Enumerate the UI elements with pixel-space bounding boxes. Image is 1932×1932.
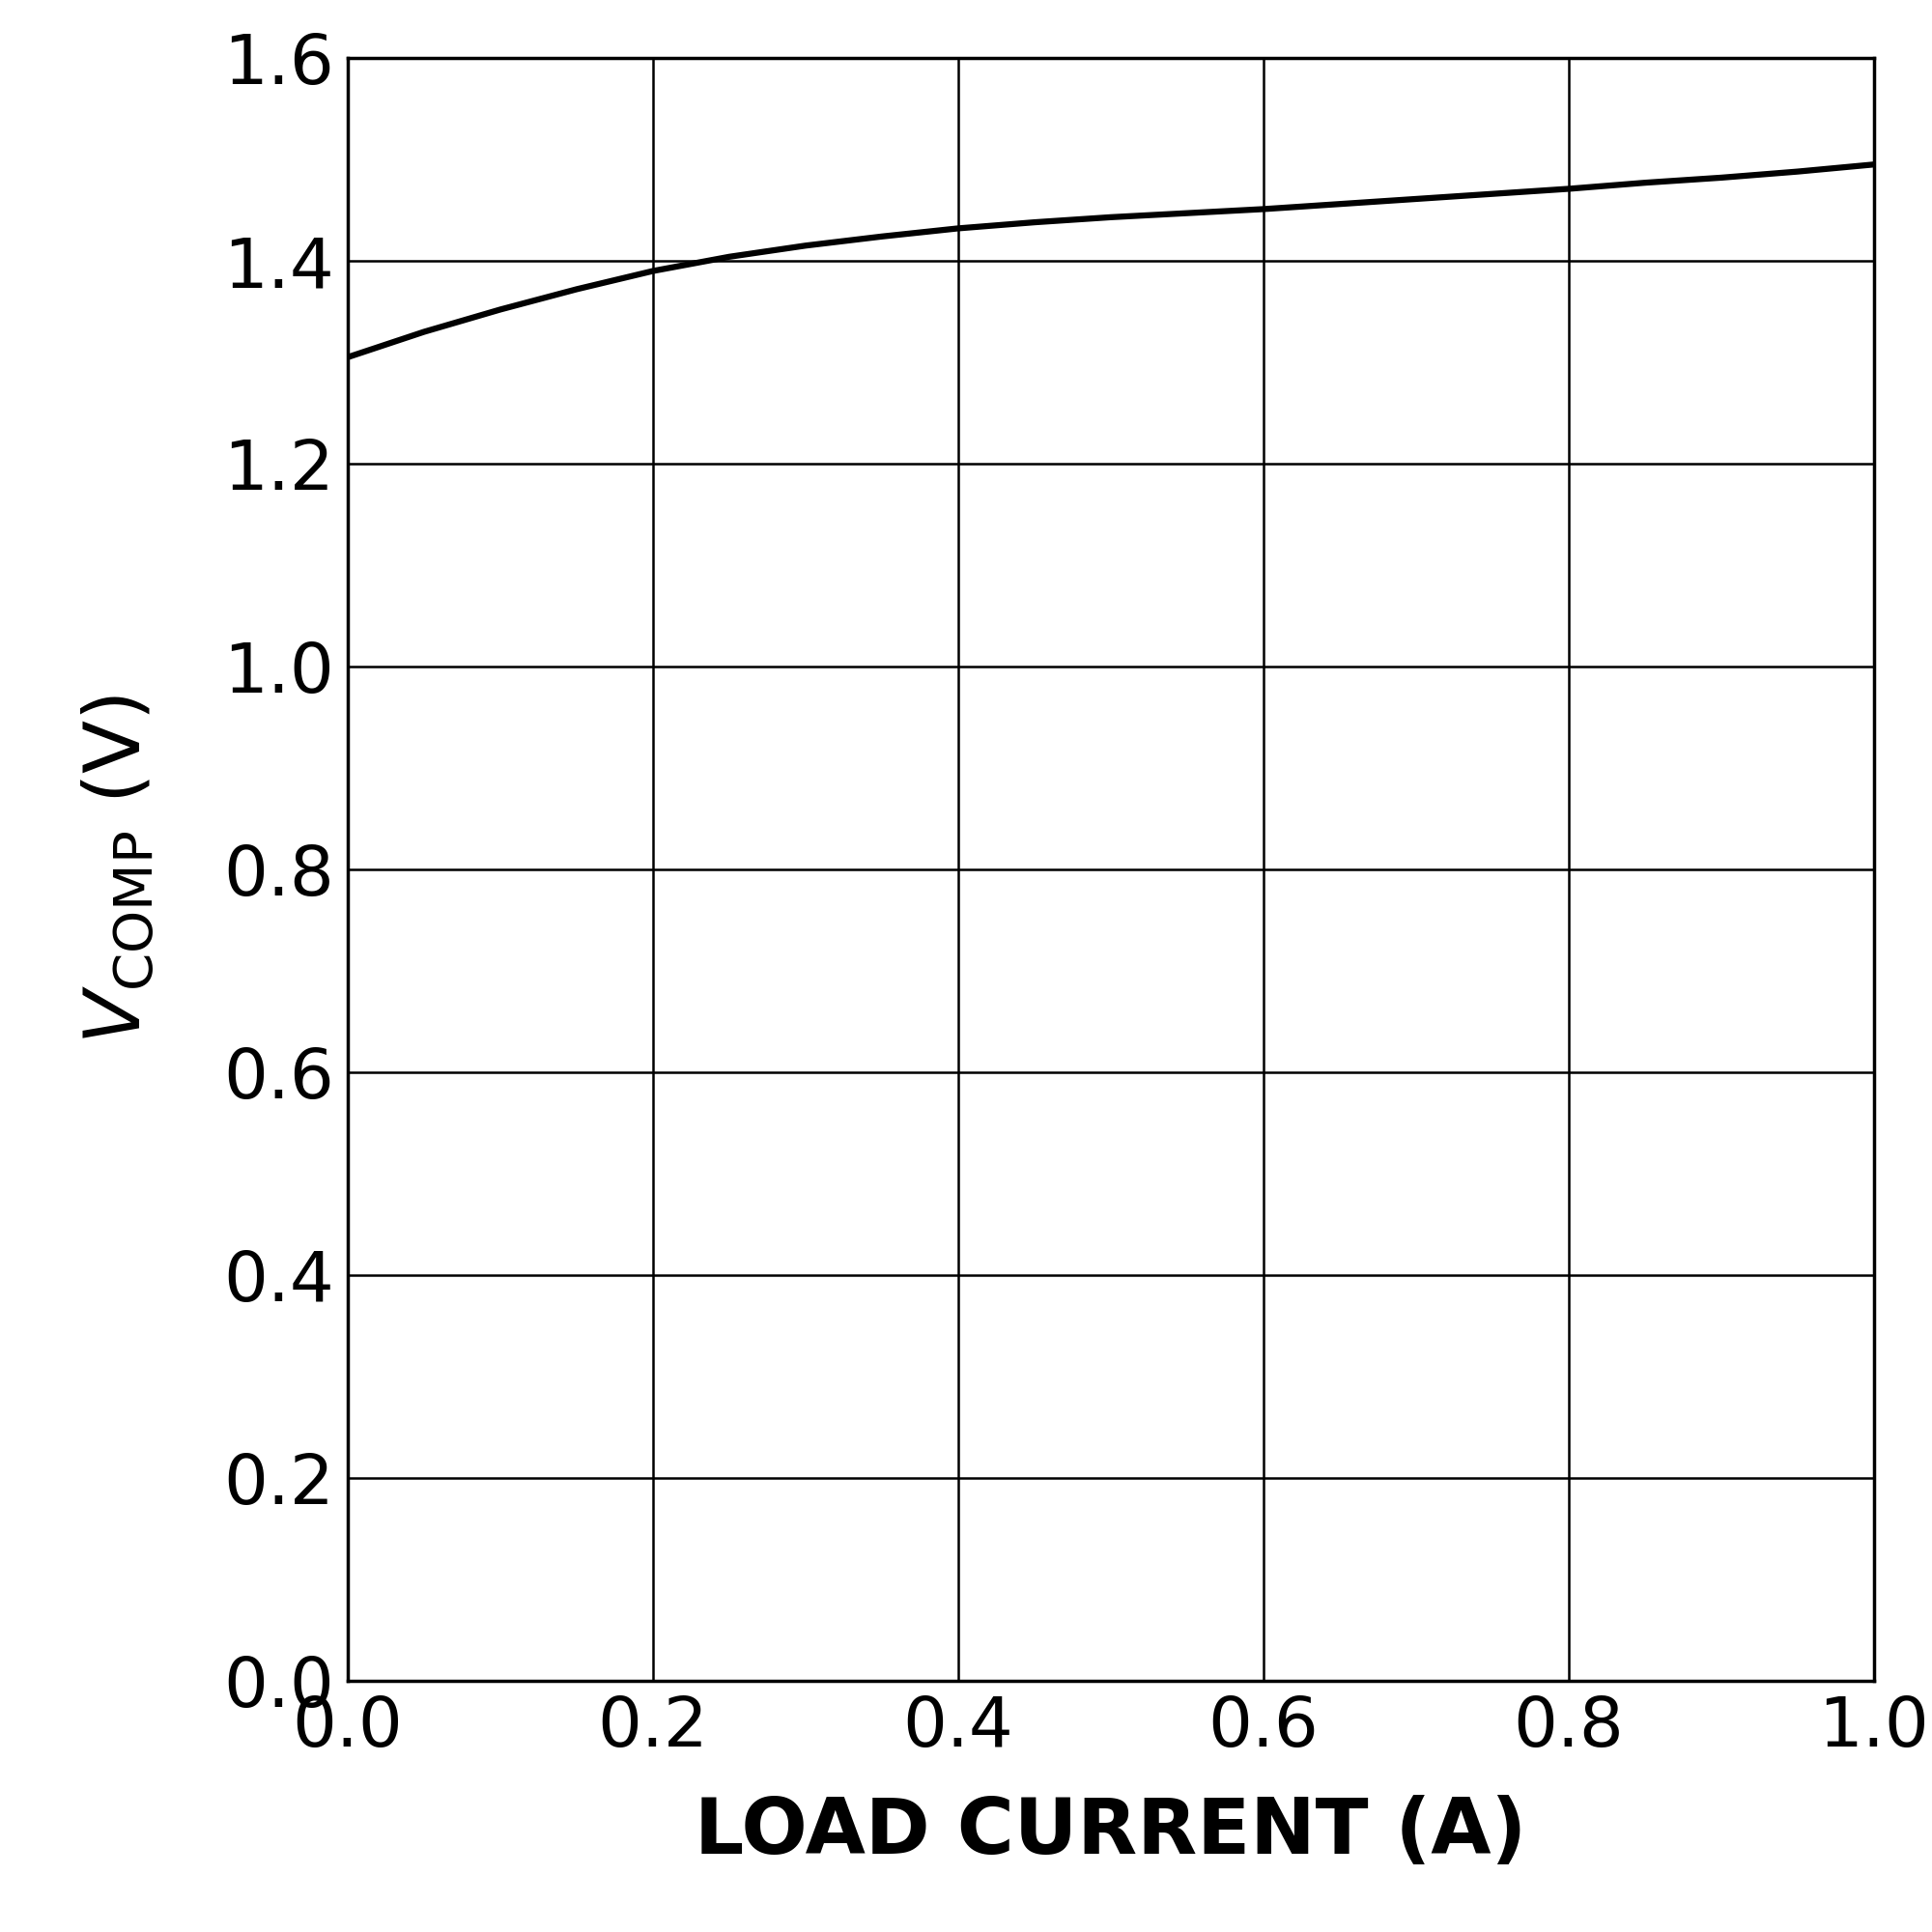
X-axis label: LOAD CURRENT (A): LOAD CURRENT (A) [696, 1795, 1526, 1870]
Text: $V_{\mathregular{COMP}}$ (V): $V_{\mathregular{COMP}}$ (V) [81, 694, 156, 1045]
